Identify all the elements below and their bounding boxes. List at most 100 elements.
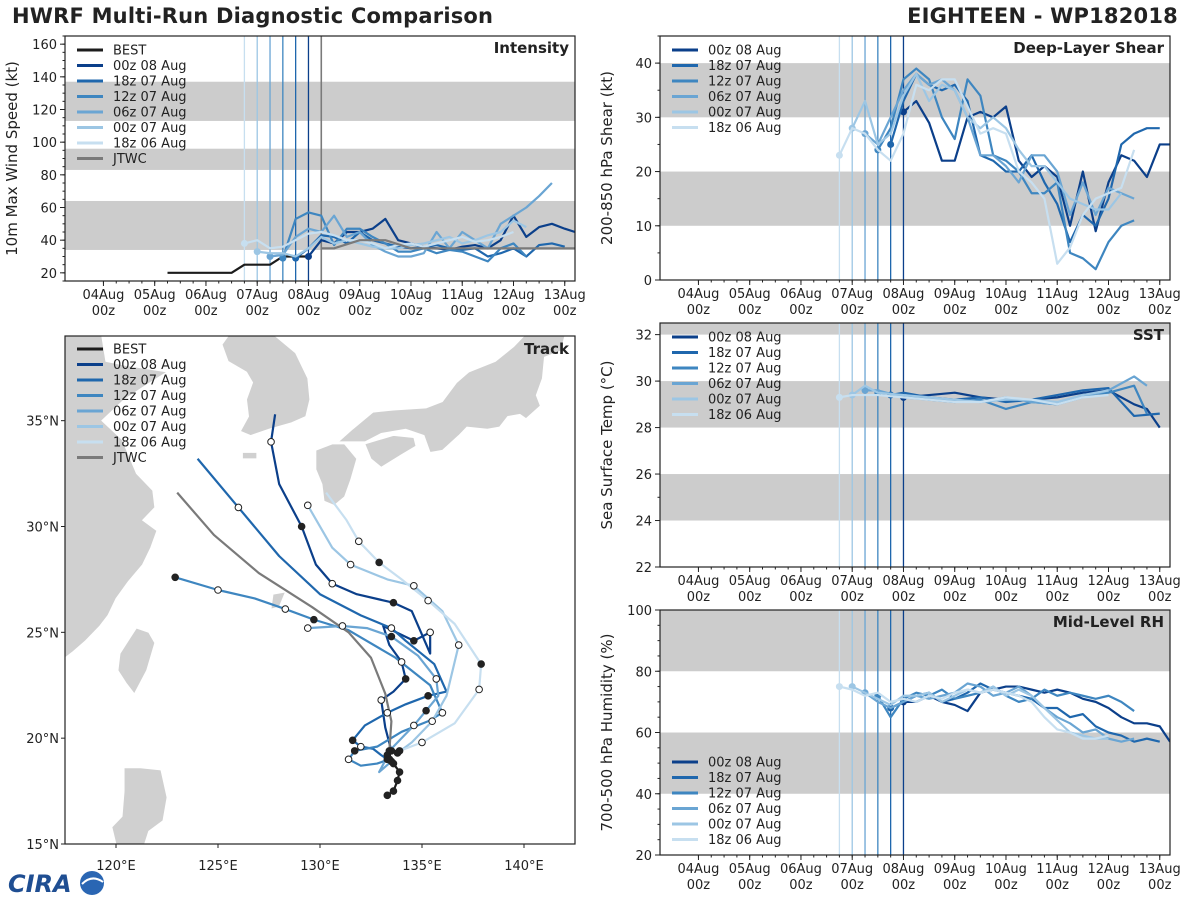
rh-xtick-label-day: 09Aug [934, 862, 976, 877]
track-series-r00z07 [306, 504, 460, 754]
shear-xtick-label-hour: 00z [892, 303, 916, 318]
rh-xtick-label-day: 12Aug [1088, 862, 1130, 877]
sst-legend-label: 12z 07 Aug [708, 362, 782, 377]
intensity-xtick-label-day: 04Aug [82, 288, 124, 303]
rh-ytick-label: 60 [635, 727, 652, 742]
track-point-r00z08 [401, 675, 410, 683]
intensity-xtick-label-day: 13Aug [544, 288, 586, 303]
shear-ytick-label: 10 [635, 220, 652, 235]
cira-logo: CIRA [8, 870, 104, 898]
sst-xtick-label-hour: 00z [738, 590, 762, 605]
track-point-r00z08 [426, 628, 434, 637]
track-legend-label: 00z 08 Aug [113, 358, 187, 373]
track-point-r06z07 [387, 632, 396, 641]
shear-xtick-label-hour: 00z [994, 303, 1018, 318]
intensity-xtick-label-hour: 00z [297, 304, 321, 319]
intensity-xtick-label-hour: 00z [143, 304, 167, 319]
logo-text: CIRA [8, 870, 72, 898]
intensity-series-r06z07 [269, 182, 553, 258]
track-point-r00z07 [303, 501, 312, 510]
track-point-best [389, 787, 398, 795]
track-point-r18z06 [395, 747, 404, 755]
track-point-r18z06 [375, 558, 383, 567]
intensity-xtick-label-day: 10Aug [390, 288, 432, 303]
rh-xtick-label-hour: 00z [841, 878, 865, 893]
intensity-xtick-label-hour: 00z [348, 304, 372, 319]
rh-ytick-label: 80 [635, 665, 652, 680]
sst-ytick-label: 28 [635, 422, 652, 437]
track-ytick-label: 20°N [26, 732, 59, 747]
sst-frame [659, 322, 1171, 568]
rh-xtick-label-day: 07Aug [831, 862, 873, 877]
sst-xtick-label-day: 06Aug [780, 574, 822, 589]
sst-series-r18z06 [839, 393, 1109, 406]
intensity-init-point-r06z07 [266, 253, 274, 260]
intensity-band-2 [65, 81, 575, 121]
rh-series-r06z07 [864, 682, 1135, 743]
track-point-r00z08 [328, 579, 337, 588]
intensity-xtick-label-hour: 00z [246, 304, 270, 319]
track-point-r06z07 [432, 675, 441, 683]
intensity-series-r00z07 [257, 219, 527, 258]
sst-ytick-label: 32 [635, 329, 652, 344]
intensity-series-best [167, 255, 309, 274]
track-legend-label: 06z 07 Aug [113, 405, 187, 420]
rh-band-1 [660, 610, 1170, 672]
shear-xtick-label-hour: 00z [687, 303, 711, 318]
intensity-ytick-label: 100 [32, 136, 57, 151]
intensity-ytick-label: 160 [32, 38, 57, 53]
intensity-legend-label: 00z 08 Aug [113, 59, 187, 74]
track-legend-label: 12z 07 Aug [113, 389, 187, 404]
shear-title: Deep-Layer Shear [1013, 39, 1164, 57]
shear-ytick-label: 40 [635, 57, 652, 72]
shear-xtick-label-day: 09Aug [934, 287, 976, 302]
intensity-legend-label: BEST [113, 44, 146, 59]
sst-xtick-label-day: 04Aug [677, 574, 719, 589]
shear-xtick-label-hour: 00z [1097, 303, 1121, 318]
shear-xtick-label-hour: 00z [789, 303, 813, 318]
rh-xtick-label-day: 06Aug [780, 862, 822, 877]
intensity-init-point-r12z07 [279, 254, 287, 262]
sst-xtick-label-hour: 00z [841, 590, 865, 605]
intensity-init-point-r00z08 [304, 253, 312, 260]
track-point-r06z07 [387, 757, 396, 766]
track-point-r18z07 [387, 624, 396, 632]
rh-legend-label: 12z 07 Aug [708, 787, 782, 802]
track-point-r18z07 [383, 708, 392, 717]
shear-xtick-label-day: 05Aug [729, 287, 771, 302]
intensity-xtick-label-hour: 00z [502, 304, 526, 319]
shear-xtick-label-day: 04Aug [677, 287, 719, 302]
track-series-r18z06 [325, 491, 483, 752]
rh-ytick-label: 20 [635, 849, 652, 864]
track-point-r00z08 [387, 747, 396, 755]
track-point-r06z07 [410, 721, 418, 730]
track-point-best [393, 776, 402, 785]
intensity-ytick-label: 80 [40, 169, 57, 184]
shear-ytick-label: 20 [635, 166, 652, 181]
sst-band-0 [660, 474, 1170, 521]
track-ytick-label: 30°N [26, 521, 59, 536]
intensity-xtick-label-day: 12Aug [493, 288, 535, 303]
shear-xtick-label-hour: 00z [841, 303, 865, 318]
rh-legend-label: 06z 07 Aug [708, 802, 782, 817]
rh-legend-label: 00z 08 Aug [708, 756, 782, 771]
track-legend-label: 18z 07 Aug [113, 374, 187, 389]
sst-xtick-label-hour: 00z [994, 590, 1018, 605]
shear-legend-label: 00z 08 Aug [708, 44, 782, 59]
rh-xtick-label-day: 04Aug [677, 862, 719, 877]
track-point-r18z07 [357, 742, 365, 751]
rh-init-point-r18z06 [835, 683, 843, 691]
intensity-xtick-label-day: 08Aug [287, 288, 329, 303]
sst-init-point-r06z07 [861, 386, 869, 394]
shear-xtick-label-day: 13Aug [1139, 287, 1181, 302]
rh-legend-label: 18z 06 Aug [708, 833, 782, 848]
intensity-series-r12z07 [281, 211, 528, 263]
sst-xtick-label-day: 07Aug [831, 574, 873, 589]
track-legend-label: 18z 06 Aug [113, 436, 187, 451]
intensity-xtick-label-day: 06Aug [185, 288, 227, 303]
sst-xtick-label-hour: 00z [789, 590, 813, 605]
intensity-series-r18z06 [244, 230, 514, 250]
shear-panel: 01020304004Aug00z05Aug00z06Aug00z07Aug00… [598, 35, 1181, 318]
rh-ylabel: 700-500 hPa Humidity (%) [598, 633, 616, 831]
sst-xtick-label-hour: 00z [687, 590, 711, 605]
